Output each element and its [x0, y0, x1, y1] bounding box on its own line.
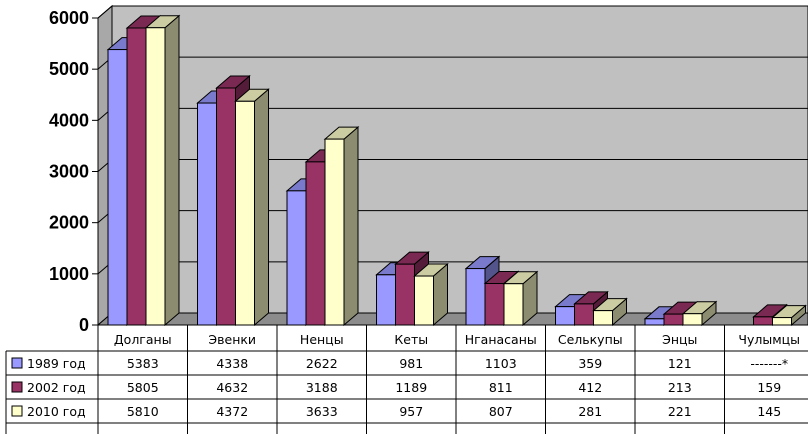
data-label: 1189	[395, 380, 427, 395]
data-label: 5805	[127, 380, 159, 395]
bar-front	[395, 263, 415, 326]
bar	[592, 297, 628, 327]
data-table: Долганы Эвенки Ненцы Кеты Нганасаны Селькупы Э…	[5, 325, 808, 434]
data-label: 159	[757, 380, 781, 395]
category-label: Ненцы	[300, 332, 344, 347]
bar-front	[663, 313, 684, 326]
y-tick-label: 0	[79, 315, 89, 335]
y-tick-label: 4000	[49, 110, 89, 130]
bar-front	[772, 317, 792, 326]
category-label: Чулымцы	[738, 332, 800, 347]
legend-swatch	[11, 405, 23, 417]
bar	[234, 88, 270, 327]
y-tick-label: 5000	[49, 59, 89, 79]
data-label: 957	[399, 404, 423, 419]
bar-front	[555, 306, 575, 326]
data-label: 121	[668, 356, 692, 371]
bar-front	[305, 161, 326, 326]
legend-label: 1989 год	[27, 356, 86, 371]
bar-front	[682, 313, 703, 326]
bar-front	[197, 102, 217, 326]
bar-front	[376, 274, 396, 326]
bar-front	[644, 318, 665, 326]
data-label: 213	[668, 380, 692, 395]
bar-front	[145, 27, 166, 326]
y-tick-label: 1000	[49, 264, 89, 284]
legend-label: 2002 год	[27, 380, 86, 395]
data-label: 3633	[306, 404, 338, 419]
data-label: 4632	[216, 380, 248, 395]
bar-side	[343, 126, 359, 327]
bar-front	[324, 138, 345, 326]
bar-side	[254, 88, 269, 327]
category-label: Энцы	[662, 332, 697, 347]
bar-front	[286, 190, 307, 326]
data-label: 145	[757, 404, 781, 419]
category-label: Эвенки	[208, 332, 256, 347]
bar	[323, 126, 360, 327]
data-label: 4372	[216, 404, 248, 419]
bar-front	[574, 303, 594, 326]
data-label: 981	[399, 356, 423, 371]
y-tick-label: 6000	[49, 8, 89, 28]
data-label: 1103	[485, 356, 517, 371]
category-label: Кеты	[394, 332, 428, 347]
category-label: Селькупы	[558, 332, 623, 347]
bar-front	[503, 283, 524, 326]
bar	[144, 14, 181, 327]
bar-front	[593, 310, 613, 326]
bar-front	[753, 316, 773, 326]
bar-front	[107, 49, 128, 326]
y-axis: 0 1000 2000 3000 4000 5000 6000	[49, 8, 99, 335]
bar-side	[164, 14, 180, 327]
bar	[413, 262, 449, 327]
data-label: 3188	[306, 380, 338, 395]
bar-front	[465, 268, 486, 326]
bar-front	[126, 27, 147, 326]
data-label: 811	[489, 380, 513, 395]
data-label: 412	[578, 380, 602, 395]
data-label: 4338	[216, 356, 248, 371]
data-label: 5383	[127, 356, 159, 371]
gridline	[97, 5, 808, 19]
legend-swatch	[11, 357, 23, 369]
bar	[502, 270, 539, 327]
data-label: 281	[578, 404, 602, 419]
data-label: 2622	[306, 356, 338, 371]
bar-front	[484, 283, 505, 326]
data-label: 359	[578, 356, 602, 371]
data-label: 807	[489, 404, 513, 419]
bars	[98, 14, 808, 327]
legend-swatch	[11, 381, 23, 393]
bar-front	[216, 87, 236, 326]
bar-front	[235, 100, 255, 326]
data-label: 5810	[127, 404, 159, 419]
category-label: Нганасаны	[465, 332, 537, 347]
y-tick-label: 2000	[49, 213, 89, 233]
data-label: -------*	[750, 356, 788, 371]
category-label: Долганы	[114, 332, 172, 347]
y-tick-label: 3000	[49, 162, 89, 182]
data-label: 221	[668, 404, 692, 419]
legend-label: 2010 год	[27, 404, 86, 419]
bar-front	[414, 275, 434, 326]
